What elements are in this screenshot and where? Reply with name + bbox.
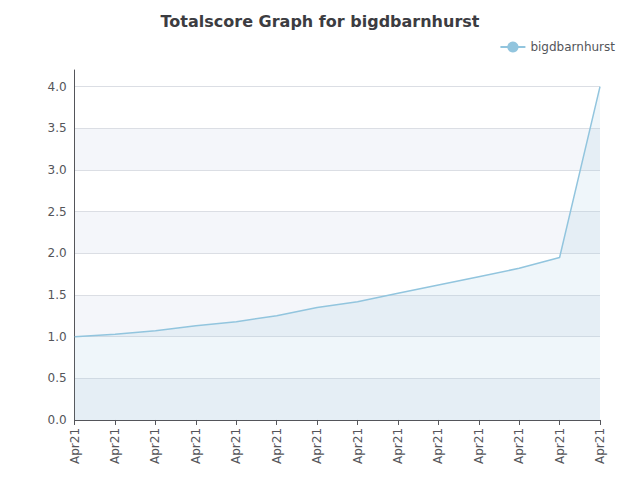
svg-text:Apr21: Apr21: [512, 428, 526, 464]
svg-text:1.5: 1.5: [48, 288, 67, 302]
svg-text:Apr21: Apr21: [229, 428, 243, 464]
svg-text:1.0: 1.0: [48, 330, 67, 344]
svg-text:Apr21: Apr21: [391, 428, 405, 464]
svg-text:4.0: 4.0: [48, 80, 67, 94]
svg-text:Apr21: Apr21: [189, 428, 203, 464]
svg-text:Apr21: Apr21: [472, 428, 486, 464]
svg-text:Apr21: Apr21: [148, 428, 162, 464]
svg-text:Apr21: Apr21: [270, 428, 284, 464]
svg-text:Apr21: Apr21: [593, 428, 607, 464]
svg-text:Apr21: Apr21: [431, 428, 445, 464]
svg-text:3.0: 3.0: [48, 163, 67, 177]
svg-text:0.5: 0.5: [48, 371, 67, 385]
svg-text:3.5: 3.5: [48, 121, 67, 135]
svg-text:Apr21: Apr21: [108, 428, 122, 464]
svg-text:Apr21: Apr21: [68, 428, 82, 464]
svg-text:2.5: 2.5: [48, 205, 67, 219]
svg-text:0.0: 0.0: [48, 413, 67, 427]
svg-text:Apr21: Apr21: [553, 428, 567, 464]
svg-text:bigdbarnhurst: bigdbarnhurst: [530, 40, 615, 54]
svg-text:Apr21: Apr21: [310, 428, 324, 464]
svg-text:Totalscore Graph for bigdbarnh: Totalscore Graph for bigdbarnhurst: [161, 12, 480, 31]
svg-text:2.0: 2.0: [48, 246, 67, 260]
svg-text:Apr21: Apr21: [351, 428, 365, 464]
